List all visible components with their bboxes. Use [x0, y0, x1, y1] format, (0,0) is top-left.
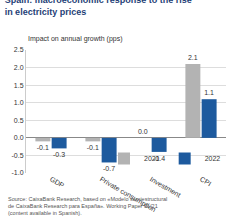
svg-text:CPI: CPI [199, 175, 213, 187]
svg-text:-0.5: -0.5 [12, 152, 24, 159]
svg-text:Source: CaixaBank Research, ba: Source: CaixaBank Research, based on «Mo… [8, 196, 167, 216]
svg-text:-0.7: -0.7 [103, 165, 115, 172]
svg-text:2.1: 2.1 [188, 54, 198, 61]
svg-text:-0.3: -0.3 [53, 151, 65, 158]
svg-text:Spain: macroeconomic response: Spain: macroeconomic response to the ris… [5, 0, 192, 17]
svg-text:GDP: GDP [49, 175, 66, 189]
svg-text:2.5: 2.5 [14, 46, 24, 53]
svg-text:1.5: 1.5 [14, 82, 24, 89]
svg-text:Private consumption: Private consumption [98, 175, 157, 214]
svg-text:-0.1: -0.1 [37, 144, 49, 151]
svg-text:2022: 2022 [205, 155, 221, 162]
svg-text:1.1: 1.1 [204, 89, 214, 96]
svg-text:0.0: 0.0 [138, 128, 148, 135]
svg-text:-1.0: -1.0 [12, 169, 24, 176]
svg-text:0.0: 0.0 [14, 134, 24, 141]
svg-text:2.0: 2.0 [14, 64, 24, 71]
svg-text:Impact on annual growth (pps): Impact on annual growth (pps) [28, 35, 123, 43]
svg-text:1.0: 1.0 [14, 99, 24, 106]
svg-text:2021: 2021 [144, 155, 160, 162]
svg-text:Investment: Investment [149, 175, 182, 198]
svg-text:0.5: 0.5 [14, 117, 24, 124]
svg-text:-0.1: -0.1 [87, 144, 99, 151]
